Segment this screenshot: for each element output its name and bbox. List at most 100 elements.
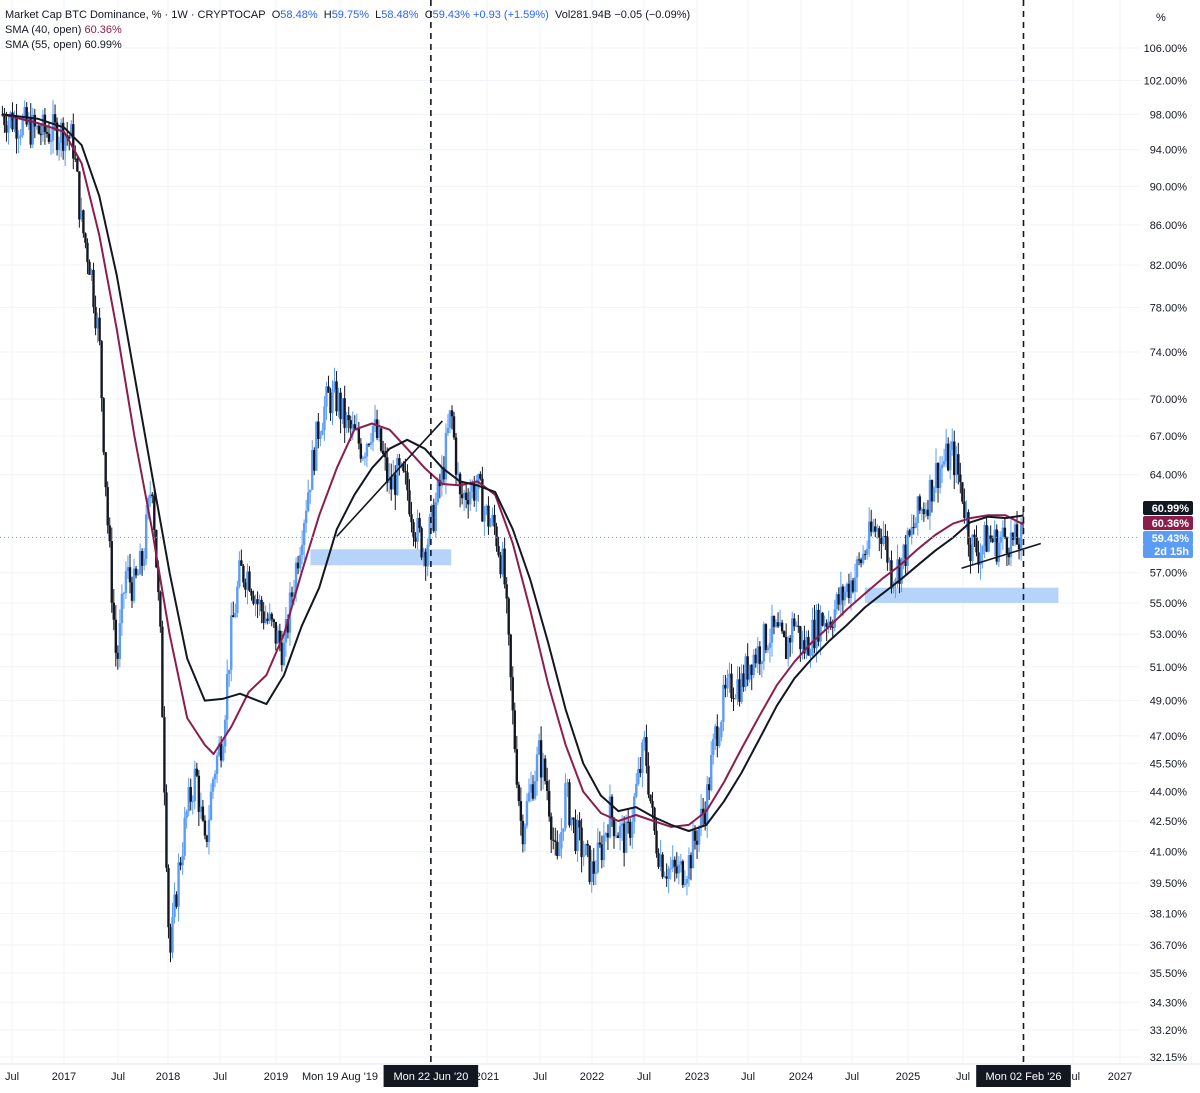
candle[interactable]: [47, 133, 51, 142]
candle[interactable]: [309, 489, 312, 493]
candle[interactable]: [325, 386, 328, 407]
candle[interactable]: [938, 468, 942, 488]
candle[interactable]: [495, 526, 498, 547]
candle[interactable]: [744, 656, 747, 687]
candle[interactable]: [560, 832, 563, 849]
candle[interactable]: [479, 474, 482, 479]
candle[interactable]: [865, 549, 869, 555]
candle[interactable]: [428, 516, 431, 545]
candle[interactable]: [791, 618, 794, 643]
candle[interactable]: [5, 125, 8, 133]
candle[interactable]: [169, 927, 172, 953]
candle[interactable]: [280, 642, 284, 666]
candle[interactable]: [995, 529, 998, 562]
candle[interactable]: [250, 590, 253, 596]
candle[interactable]: [1011, 532, 1015, 540]
candle[interactable]: [914, 523, 917, 529]
axis-unit-label[interactable]: %: [1156, 12, 1166, 24]
candle[interactable]: [244, 582, 247, 590]
candle[interactable]: [770, 615, 774, 643]
candle[interactable]: [45, 131, 49, 134]
candle[interactable]: [221, 746, 225, 761]
candle[interactable]: [552, 839, 555, 841]
candle[interactable]: [213, 773, 217, 780]
candle[interactable]: [657, 853, 660, 867]
candle[interactable]: [424, 551, 427, 567]
candle[interactable]: [916, 496, 919, 524]
candle[interactable]: [260, 599, 263, 612]
candle[interactable]: [861, 554, 865, 564]
candle[interactable]: [527, 792, 531, 802]
candle[interactable]: [841, 586, 845, 601]
candle[interactable]: [485, 505, 488, 511]
candle[interactable]: [740, 673, 743, 702]
candle[interactable]: [110, 541, 113, 603]
candle[interactable]: [400, 463, 403, 466]
candle[interactable]: [454, 437, 458, 475]
candle[interactable]: [177, 862, 180, 907]
candle[interactable]: [987, 535, 990, 552]
candle[interactable]: [752, 654, 755, 676]
candle[interactable]: [420, 528, 423, 558]
candle[interactable]: [586, 843, 589, 846]
candle[interactable]: [122, 593, 126, 595]
candle[interactable]: [730, 673, 733, 698]
candle[interactable]: [88, 261, 91, 275]
candle[interactable]: [562, 828, 565, 833]
candle[interactable]: [797, 625, 800, 627]
candle[interactable]: [422, 551, 425, 558]
candle[interactable]: [300, 545, 304, 555]
candle[interactable]: [349, 420, 352, 429]
candle[interactable]: [604, 833, 608, 836]
candle[interactable]: [74, 158, 77, 160]
candle[interactable]: [13, 118, 16, 130]
candle[interactable]: [153, 495, 156, 530]
candle[interactable]: [872, 526, 875, 532]
candle[interactable]: [531, 784, 535, 799]
candle[interactable]: [906, 530, 909, 566]
candle[interactable]: [138, 551, 142, 575]
candle[interactable]: [971, 534, 974, 561]
candle[interactable]: [734, 698, 737, 700]
candle[interactable]: [343, 398, 346, 428]
candle[interactable]: [1009, 532, 1013, 558]
candle[interactable]: [418, 517, 421, 529]
candle[interactable]: [15, 118, 18, 139]
candle[interactable]: [339, 392, 342, 420]
candle[interactable]: [254, 599, 257, 604]
candle[interactable]: [766, 647, 770, 651]
candle[interactable]: [778, 622, 782, 627]
candle[interactable]: [614, 835, 618, 837]
candle[interactable]: [76, 158, 79, 172]
candle[interactable]: [17, 136, 20, 139]
candle[interactable]: [436, 480, 440, 503]
candle[interactable]: [548, 790, 551, 817]
candle[interactable]: [505, 584, 508, 599]
candle[interactable]: [155, 529, 158, 568]
candle[interactable]: [363, 456, 367, 459]
candle[interactable]: [345, 415, 348, 428]
candle[interactable]: [274, 621, 278, 644]
candle[interactable]: [205, 835, 209, 842]
candle[interactable]: [870, 521, 873, 532]
price-axis[interactable]: 106.00% 102.00% 98.00% 94.00% 90.00% 86.00% 82…: [1143, 43, 1193, 1064]
candle[interactable]: [246, 571, 249, 590]
candle[interactable]: [37, 125, 41, 134]
candle[interactable]: [313, 449, 316, 471]
candle[interactable]: [758, 646, 762, 665]
candle[interactable]: [185, 811, 188, 818]
candle[interactable]: [1013, 524, 1017, 540]
candle[interactable]: [809, 655, 812, 657]
candle[interactable]: [262, 611, 265, 623]
candle[interactable]: [728, 673, 731, 678]
candle[interactable]: [912, 526, 915, 529]
candle[interactable]: [894, 579, 897, 584]
candle[interactable]: [252, 595, 255, 604]
candle[interactable]: [760, 661, 764, 665]
candle[interactable]: [1017, 544, 1021, 550]
candle[interactable]: [450, 410, 454, 417]
time-axis[interactable]: Jul 2017 Jul 2018 Jul 2019 Mon 19 Aug '19 2021 J…: [0, 1063, 1200, 1087]
candle[interactable]: [566, 782, 569, 784]
candle[interactable]: [934, 463, 938, 488]
